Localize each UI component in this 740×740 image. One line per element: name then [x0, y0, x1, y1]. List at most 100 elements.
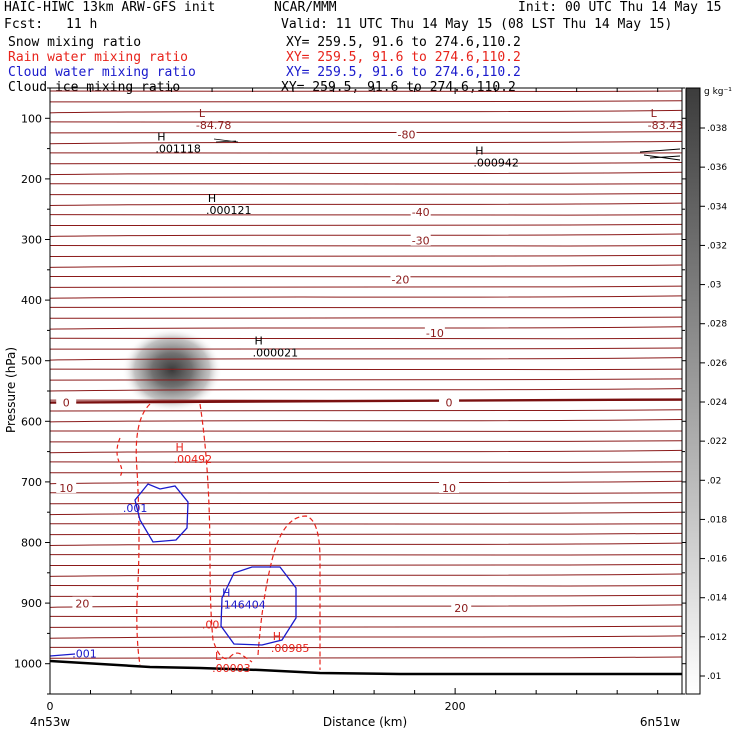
isotherm — [50, 440, 682, 443]
extremum-letter: L — [215, 650, 222, 663]
colorbar-tick-label: .018 — [707, 515, 727, 525]
x-axis-label: Distance (km) — [323, 715, 407, 729]
y-tick-label: 500 — [21, 355, 42, 368]
extremum-value: .000121 — [206, 204, 252, 217]
isotherm — [50, 264, 682, 268]
colorbar-tick-label: .01 — [707, 672, 721, 682]
temperature-label-bg — [56, 395, 77, 408]
field-snow-name: Snow mixing ratio — [8, 35, 142, 50]
isotherm — [50, 213, 682, 216]
y-tick-label: 200 — [21, 173, 42, 186]
field-rain-xy: XY= 259.5, 91.6 to 274.6,110.2 — [286, 50, 521, 65]
init-time: Init: 00 UTC Thu 14 May 15 — [518, 0, 722, 15]
temperature-label-bg — [410, 205, 431, 218]
colorbar-tick-label: .012 — [707, 633, 727, 643]
extremum-value: .00492 — [174, 453, 213, 466]
field-cloudwater-xy: XY= 259.5, 91.6 to 274.6,110.2 — [286, 65, 521, 80]
y-tick-label: 600 — [21, 415, 42, 428]
temperature-label: -10 — [426, 327, 444, 340]
contour-value-label: .001 — [72, 648, 97, 661]
isotherm — [50, 131, 682, 134]
isotherm — [50, 511, 682, 516]
colorbar — [685, 87, 701, 695]
isotherm — [50, 460, 682, 463]
extremum-letter: H — [255, 334, 263, 347]
isotherm — [50, 368, 682, 371]
temperature-label-bg — [439, 395, 460, 408]
isotherm — [50, 244, 682, 247]
isotherm — [50, 584, 682, 587]
extremum-letter: H — [176, 441, 184, 454]
temperature-label: -80 — [398, 129, 416, 142]
extremum-value: .146404 — [220, 598, 266, 611]
x-endpoint-left: 4n53w — [30, 715, 71, 729]
y-axis-label: Pressure (hPa) — [4, 347, 18, 433]
fcst-label: Fcst: — [4, 17, 44, 32]
y-tick-label: 300 — [21, 234, 42, 247]
colorbar-tick-label: .032 — [707, 241, 727, 251]
isotherm — [50, 480, 682, 485]
cloudwater-contour-lower — [220, 566, 297, 646]
colorbar-tick-label: .016 — [707, 555, 727, 565]
isotherm — [50, 553, 682, 556]
temperature-label-bg — [396, 127, 417, 140]
isotherm — [50, 646, 682, 649]
x-tick-label: 0 — [47, 700, 54, 713]
terrain-surface-line — [50, 659, 682, 676]
temperature-label-bg — [439, 480, 460, 493]
model-title: HAIC-HIWC 13km ARW-GFS init — [4, 0, 216, 15]
y-tick-label: 400 — [21, 294, 42, 307]
isotherm — [50, 90, 682, 92]
cloudwater-contour-surface — [50, 653, 76, 657]
isotherm — [50, 162, 682, 165]
temperature-label: -40 — [412, 206, 430, 219]
temperature-label: 10 — [442, 482, 456, 495]
colorbar-tick-label: .024 — [707, 398, 727, 408]
isotherm — [50, 563, 682, 567]
cloudwater-contour-upper — [134, 483, 189, 543]
extremum-value: .00985 — [271, 642, 310, 655]
extremum-letter: L — [651, 107, 658, 120]
isotherm-zero — [50, 398, 682, 404]
isotherm — [50, 573, 682, 577]
isotherm — [50, 522, 682, 525]
isotherm — [50, 285, 682, 288]
valid-time: Valid: 11 UTC Thu 14 May 15 (08 LST Thu … — [281, 17, 673, 32]
isotherm — [50, 182, 682, 185]
isotherm — [50, 635, 682, 639]
y-tick-label: 900 — [21, 597, 42, 610]
isotherm — [50, 625, 682, 628]
isotherm — [50, 471, 682, 474]
colorbar-tick-label: .036 — [707, 163, 727, 173]
fcst-value: 11 h — [66, 17, 98, 32]
isotherm — [50, 171, 682, 176]
temperature-label-bg — [56, 480, 77, 493]
rain-contour-right — [199, 403, 253, 663]
isotherm — [50, 449, 682, 454]
temperature-label-bg — [72, 596, 93, 609]
y-tick-label: 800 — [21, 537, 42, 550]
extremum-value: .001118 — [155, 143, 201, 156]
rain-contour-main — [135, 403, 151, 666]
isotherm — [50, 388, 682, 392]
ice-cloud-shading — [122, 328, 222, 412]
extremum-value: -84.78 — [196, 119, 231, 132]
ice-streaks-left — [213, 138, 239, 143]
isotherm — [50, 306, 682, 309]
colorbar-tick-label: .03 — [707, 281, 721, 291]
x-endpoint-right: 6n51w — [640, 715, 681, 729]
extremum-value: .00003 — [212, 662, 251, 675]
isotherm — [50, 656, 682, 659]
temperature-label: 20 — [75, 598, 89, 611]
extremum-letter: H — [208, 192, 216, 205]
temperature-label: -20 — [391, 273, 409, 286]
y-tick-label: 100 — [21, 112, 42, 125]
isotherm — [50, 202, 682, 207]
isotherm — [50, 316, 682, 319]
isotherm — [50, 615, 682, 618]
isotherm — [50, 275, 682, 278]
temperature-label-bg — [424, 325, 445, 338]
isotherm — [50, 491, 682, 494]
colorbar-tick-label: .022 — [707, 437, 727, 447]
